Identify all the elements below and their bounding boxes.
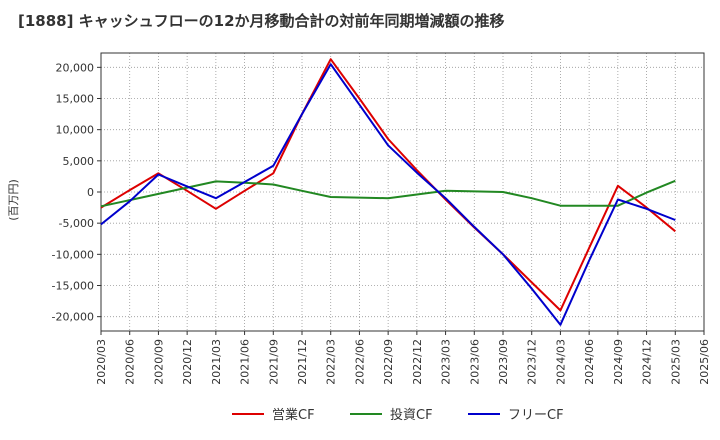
y-tick-label: -20,000 — [52, 311, 94, 324]
legend-label-3: フリーCF — [508, 408, 564, 423]
y-tick-label: 5,000 — [63, 155, 95, 168]
x-tick-label: 2023/09 — [497, 339, 510, 385]
y-tick-label: -10,000 — [52, 248, 94, 261]
x-tick-label: 2024/12 — [641, 339, 654, 385]
series-line-3 — [100, 63, 676, 326]
y-tick-label: 0 — [87, 186, 94, 199]
x-tick-label: 2023/03 — [440, 339, 453, 385]
y-tick-label: -5,000 — [59, 217, 94, 230]
x-tick-label: 2021/09 — [267, 339, 280, 385]
y-tick-label: 15,000 — [56, 93, 95, 106]
x-tick-label: 2022/09 — [382, 339, 395, 385]
x-tick-label: 2021/03 — [210, 339, 223, 385]
legend-label-2: 投資CF — [390, 407, 433, 423]
x-tick-label: 2020/12 — [181, 339, 194, 385]
x-tick-label: 2020/03 — [95, 339, 108, 385]
x-tick-label: 2025/06 — [698, 339, 711, 385]
x-tick-label: 2022/06 — [353, 339, 366, 385]
x-tick-label: 2020/06 — [124, 339, 137, 385]
x-tick-label: 2022/03 — [325, 339, 338, 385]
x-axis-ticks: 2020/03 2020/06 2020/09 2020/12 2021/03 2021/… — [95, 331, 711, 385]
x-tick-label: 2023/12 — [526, 339, 539, 385]
x-tick-label: 2025/03 — [669, 339, 682, 385]
legend-label-1: 営業CF — [272, 407, 315, 423]
x-tick-label: 2021/12 — [296, 339, 309, 385]
y-tick-label: 20,000 — [56, 61, 95, 74]
y-tick-label: -15,000 — [52, 279, 94, 292]
y-axis-label: (百万円) — [7, 179, 20, 221]
series-lines — [100, 58, 676, 326]
series-line-2 — [100, 179, 676, 208]
y-tick-label: 10,000 — [56, 124, 95, 137]
x-tick-label: 2020/09 — [152, 339, 165, 385]
y-axis-ticks: 20,000 15,000 10,000 5,000 0 -5,000 -10,000 -15… — [52, 61, 101, 324]
legend: 営業CF 投資CF フリーCF — [232, 407, 564, 423]
chart-title: [1888] キャッシュフローの12か月移動合計の対前年同期増減額の推移 — [18, 12, 505, 30]
x-tick-label: 2023/06 — [468, 339, 481, 385]
series-line-1 — [100, 58, 676, 312]
plot-border — [100, 52, 705, 332]
x-tick-label: 2024/03 — [554, 339, 567, 385]
x-tick-label: 2024/09 — [612, 339, 625, 385]
x-tick-label: 2021/06 — [239, 339, 252, 385]
x-tick-label: 2024/06 — [583, 339, 596, 385]
x-tick-label: 2022/12 — [411, 339, 424, 385]
